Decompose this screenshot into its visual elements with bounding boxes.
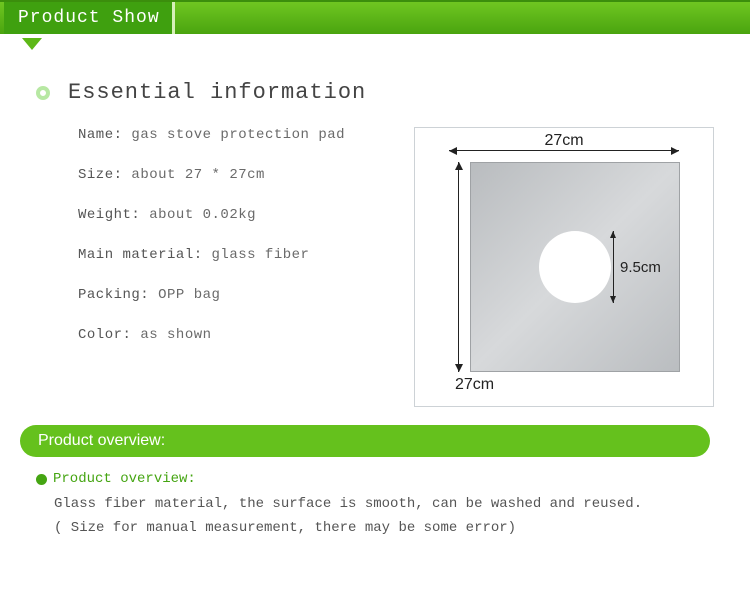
section-title-row: Essential information [36,80,714,105]
info-row: Packing: OPP bag [78,287,384,303]
bullet-ring-icon [36,86,50,100]
dimension-left [448,162,470,372]
dimension-top-label: 27cm [538,132,589,150]
info-row: Weight: about 0.02kg [78,207,384,223]
info-label: Main material: [78,247,203,263]
dimension-line-icon [449,150,679,151]
info-label: Color: [78,327,131,343]
info-value: about 0.02kg [140,207,256,223]
info-body: Name: gas stove protection pad Size: abo… [36,127,714,407]
info-value: glass fiber [203,247,310,263]
info-row: Main material: glass fiber [78,247,384,263]
overview-pill: Product overview: [20,425,710,457]
essential-section: Essential information Name: gas stove pr… [0,50,750,407]
overview-body: Product overview: Glass fiber material, … [0,457,750,541]
info-row: Name: gas stove protection pad [78,127,384,143]
info-row: Size: about 27 * 27cm [78,167,384,183]
dimension-line-icon [613,231,614,303]
pad-shape: 9.5cm [470,162,680,372]
overview-subheading: Product overview: [53,471,196,487]
info-label: Size: [78,167,123,183]
overview-line: Glass fiber material, the surface is smo… [54,493,714,517]
overview-text: Glass fiber material, the surface is smo… [36,493,714,541]
info-row: Color: as shown [78,327,384,343]
overview-subheading-row: Product overview: [36,471,714,487]
pad-hole: 9.5cm [539,231,611,303]
info-value: as shown [131,327,211,343]
dimension-left-label: 27cm [455,376,494,394]
hole-dimension-label: 9.5cm [620,259,661,276]
header-bar: Product Show [0,0,750,34]
info-value: about 27 * 27cm [123,167,265,183]
dimension-top: 27cm [449,140,679,160]
info-value: OPP bag [149,287,220,303]
header-title: Product Show [4,2,175,34]
overview-note: ( Size for manual measurement, there may… [54,517,714,541]
hole-dimension: 9.5cm [611,231,661,303]
product-diagram: 27cm 9.5cm 27cm [414,127,714,407]
dimension-line-icon [458,162,459,372]
info-label: Name: [78,127,123,143]
info-label: Weight: [78,207,140,223]
info-list: Name: gas stove protection pad Size: abo… [36,127,384,407]
bullet-solid-icon [36,474,47,485]
pad-wrap: 9.5cm [448,162,680,372]
info-label: Packing: [78,287,149,303]
header-arrow-icon [22,38,42,50]
info-value: gas stove protection pad [123,127,346,143]
section-title: Essential information [68,80,366,105]
